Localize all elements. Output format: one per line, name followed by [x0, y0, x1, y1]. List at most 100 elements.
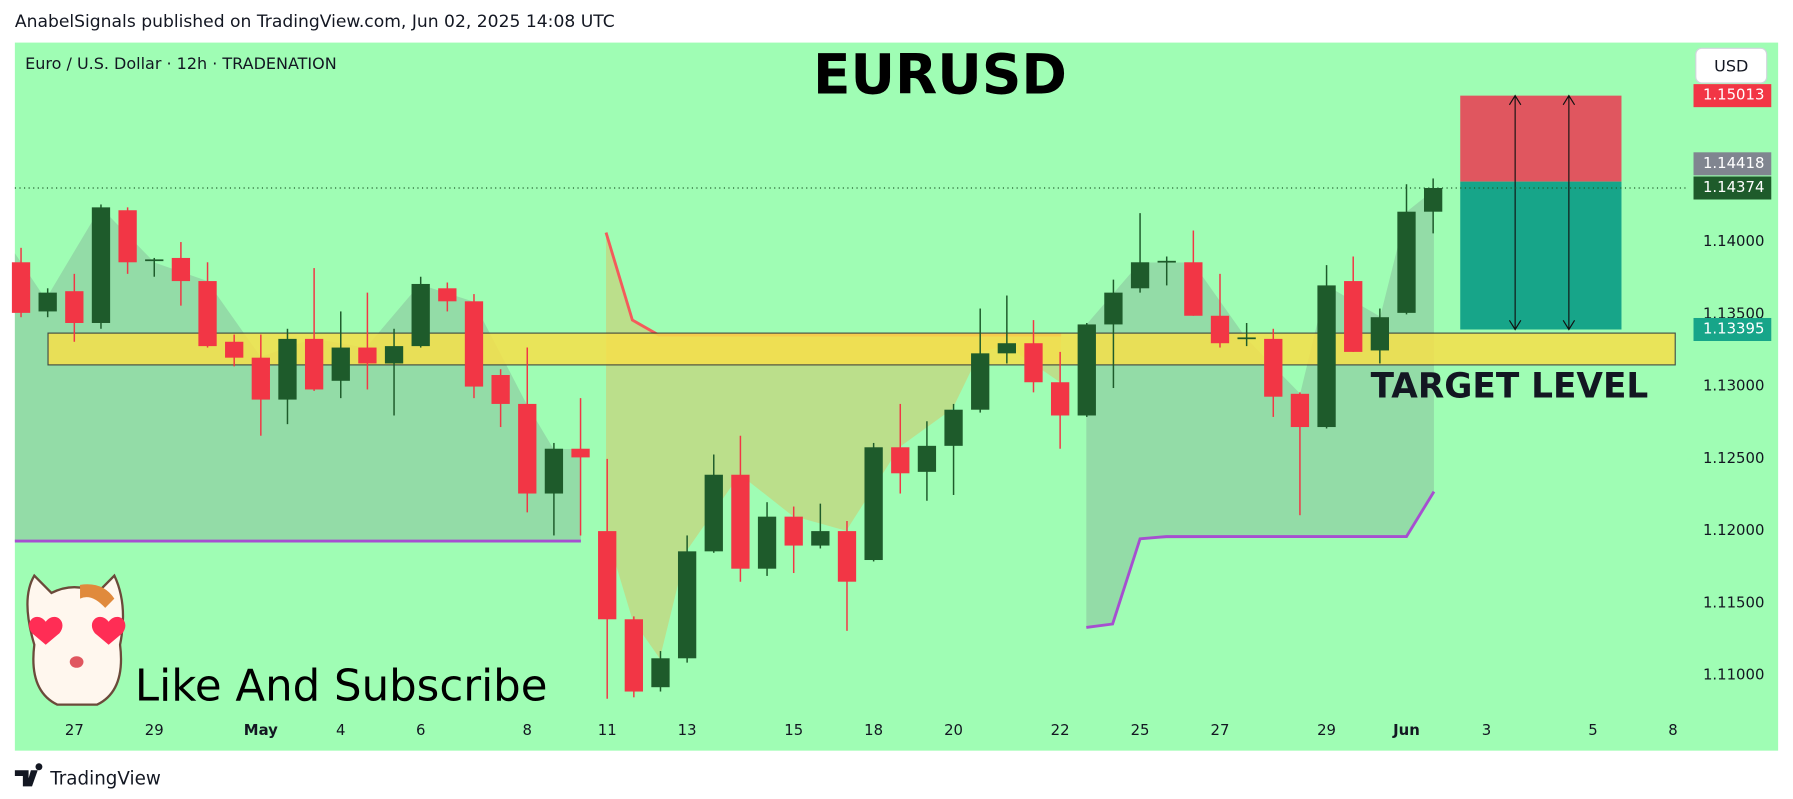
candle-body — [757, 516, 777, 569]
x-tick-label: 6 — [416, 721, 425, 739]
x-tick-label: 15 — [784, 721, 803, 739]
candle-body — [677, 551, 697, 659]
candle-body — [145, 259, 164, 262]
candle-body — [1344, 281, 1363, 352]
brand-logo — [14, 763, 43, 787]
price-label-bg — [1693, 176, 1772, 200]
indicator-line — [1086, 490, 1436, 629]
candle-body — [891, 447, 910, 474]
candle-body — [1423, 187, 1443, 212]
publish-info: AnabelSignals published on TradingView.c… — [15, 12, 615, 32]
candle-body — [544, 448, 564, 494]
x-tick-label: Jun — [1392, 721, 1420, 739]
cat-patch — [80, 584, 115, 608]
x-tick-label: 27 — [1211, 721, 1230, 739]
price-label: 1.15013 — [1703, 86, 1764, 104]
candle-body — [731, 474, 750, 569]
brand-name: TradingView — [49, 768, 160, 789]
candle-body — [864, 447, 883, 561]
candle-body — [358, 347, 377, 364]
target-zone-label: TARGET LEVEL — [1371, 366, 1649, 406]
candle-body — [1264, 338, 1283, 397]
candle-body — [624, 619, 643, 692]
candle-body — [251, 357, 270, 400]
candle-body — [438, 288, 457, 302]
candle-body — [198, 281, 217, 347]
x-tick-label: 8 — [1668, 721, 1677, 739]
arrow-head — [1562, 94, 1576, 331]
y-tick-label: 1.12000 — [1703, 521, 1764, 539]
currency-button[interactable]: USD — [1695, 47, 1768, 84]
candle-body — [971, 353, 990, 410]
currency-button-bg[interactable] — [1695, 47, 1768, 84]
candle-body — [1397, 211, 1416, 313]
candle-body — [1370, 317, 1390, 351]
cat-sticker — [26, 573, 126, 706]
target-zone-layer: TARGET LEVEL — [14, 94, 1687, 406]
chart-title: EURUSD — [813, 42, 1067, 106]
price-label: 1.14374 — [1703, 178, 1764, 196]
x-tick-label: 27 — [65, 721, 84, 739]
candle-body — [704, 474, 723, 552]
candle-body — [384, 346, 404, 364]
candle-body — [1237, 337, 1256, 340]
y-tick-label: 1.13500 — [1703, 304, 1764, 322]
candle-body — [1210, 315, 1230, 344]
y-tick-label: 1.11000 — [1703, 666, 1764, 684]
brand-icon — [14, 763, 43, 787]
candle-body — [225, 341, 244, 358]
target-zone — [47, 332, 1676, 366]
x-tick-label: 3 — [1482, 721, 1491, 739]
candle-body — [811, 531, 830, 546]
candle-body — [784, 516, 803, 546]
candle-body — [464, 301, 484, 387]
risk-box — [1460, 95, 1622, 182]
promo-text: Like And Subscribe — [135, 661, 548, 711]
candle-body — [1024, 343, 1043, 383]
x-tick-label: May — [244, 721, 278, 739]
candle-body — [1077, 324, 1096, 416]
candle-body — [65, 291, 84, 323]
candle-body — [837, 531, 857, 582]
x-tick-label: 25 — [1131, 721, 1150, 739]
candle-body — [411, 283, 430, 347]
y-tick-label: 1.14000 — [1703, 232, 1764, 250]
candle-body — [1130, 262, 1150, 289]
currency-button-label[interactable]: USD — [1714, 56, 1748, 75]
x-tick-label: 13 — [678, 721, 697, 739]
price-label-bg — [1693, 84, 1772, 108]
candle-body — [571, 448, 590, 458]
candle-body — [1317, 285, 1336, 428]
cat-head — [26, 573, 125, 706]
heart-eye — [29, 616, 63, 645]
candle-body — [1104, 292, 1123, 325]
symbol-info: Euro / U.S. Dollar · 12h · TRADENATION — [25, 54, 337, 73]
candle-body — [1290, 393, 1310, 428]
candle-body — [518, 403, 537, 494]
x-tick-label: 8 — [523, 721, 532, 739]
y-tick-label: 1.13000 — [1703, 377, 1764, 395]
candle-body — [598, 531, 617, 620]
candle-body — [944, 409, 963, 446]
reward-box — [1460, 181, 1622, 330]
candle-body — [171, 257, 191, 282]
price-label-bg — [1693, 152, 1772, 176]
candle-body — [278, 338, 297, 400]
x-tick-label: 22 — [1051, 721, 1070, 739]
x-tick-label: 29 — [1317, 721, 1336, 739]
candle-body — [1050, 382, 1070, 416]
cat-mouth — [69, 656, 84, 668]
candle-body — [38, 292, 57, 312]
x-tick-label: 20 — [944, 721, 963, 739]
axis-layer: 1.11000 1.11500 1.12000 1.12500 1.13000 1.135… — [65, 84, 1772, 739]
candle-body — [997, 343, 1016, 354]
candle-layer — [11, 178, 1443, 699]
x-tick-label: 11 — [598, 721, 617, 739]
candle-body — [651, 658, 670, 688]
x-tick-label: 29 — [145, 721, 164, 739]
indicator-fill — [14, 207, 581, 542]
price-label: 1.13395 — [1703, 319, 1764, 337]
x-tick-label: 4 — [336, 721, 345, 739]
candle-body — [118, 210, 137, 263]
